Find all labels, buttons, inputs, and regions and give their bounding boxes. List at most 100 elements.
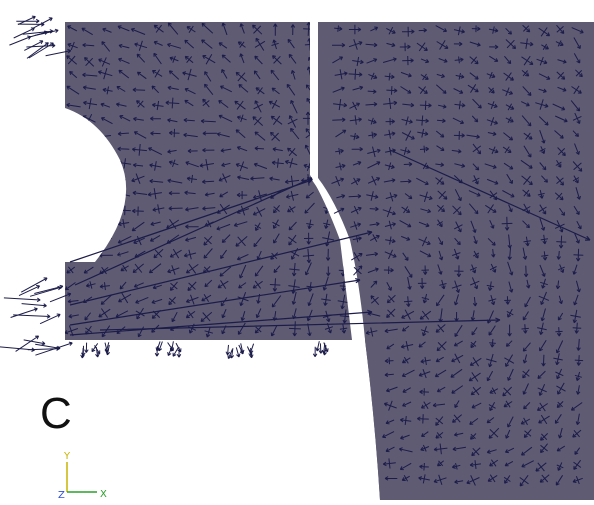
- vector-glyph: [400, 434, 410, 440]
- vector-glyph: [225, 344, 230, 356]
- vector-glyph: [555, 280, 561, 290]
- vector-glyph: [254, 146, 265, 151]
- vector-glyph: [505, 103, 515, 111]
- vector-glyph: [556, 401, 564, 408]
- vector-glyph: [249, 347, 254, 359]
- vector-glyph: [26, 42, 49, 59]
- vector-glyph: [558, 207, 565, 216]
- vector-glyph: [399, 462, 412, 471]
- vector-glyph: [290, 99, 298, 114]
- vector-glyph: [66, 55, 78, 65]
- vector-glyph: [233, 221, 248, 227]
- vector-glyph: [432, 402, 446, 408]
- vector-glyph: [167, 118, 178, 123]
- vector-glyph: [539, 162, 547, 171]
- vector-glyph: [270, 69, 280, 81]
- vector-glyph: [404, 266, 413, 278]
- vector-glyph: [302, 248, 315, 264]
- vector-glyph: [454, 324, 463, 337]
- vector-glyph: [350, 177, 361, 186]
- vector-glyph: [488, 87, 495, 94]
- vector-glyph: [326, 266, 331, 276]
- vector-glyph: [454, 237, 461, 246]
- vector-glyph: [220, 148, 232, 153]
- vector-glyph: [312, 346, 318, 357]
- vector-glyph: [523, 265, 529, 278]
- vector-glyph: [185, 161, 199, 168]
- vector-glyph: [184, 87, 196, 95]
- vector-glyph: [386, 86, 398, 95]
- vector-glyph: [572, 476, 583, 485]
- vector-glyph: [291, 291, 297, 305]
- vector-glyph: [368, 72, 378, 80]
- vector-glyph: [386, 308, 396, 318]
- vector-glyph: [472, 143, 482, 155]
- vector-glyph: [254, 265, 264, 277]
- vector-glyph: [402, 387, 411, 393]
- vector-glyph: [132, 162, 144, 168]
- y-axis-label: Y: [63, 451, 71, 462]
- vector-glyph: [418, 369, 431, 379]
- vector-glyph: [84, 342, 89, 353]
- vector-glyph: [384, 476, 398, 481]
- vector-glyph: [520, 417, 531, 426]
- vector-glyph: [452, 248, 461, 260]
- vector-glyph: [466, 475, 480, 486]
- vector-glyph: [218, 42, 228, 49]
- vector-glyph: [85, 325, 93, 335]
- vector-glyph: [169, 55, 179, 63]
- vector-glyph: [338, 264, 348, 277]
- vector-glyph: [454, 479, 464, 484]
- vector-glyph: [386, 386, 398, 393]
- vector-glyph: [486, 370, 494, 382]
- vector-glyph: [420, 444, 430, 452]
- vector-glyph: [235, 129, 246, 139]
- vector-glyph: [272, 219, 280, 229]
- vector-glyph: [537, 384, 547, 396]
- vector-glyph: [83, 205, 95, 214]
- vector-glyph: [218, 100, 229, 109]
- vector-glyph: [505, 429, 511, 439]
- vector-glyph: [508, 281, 514, 293]
- vector-glyph: [420, 208, 432, 214]
- vector-glyph: [81, 161, 93, 168]
- vector-glyph: [502, 190, 515, 198]
- vector-glyph: [383, 400, 397, 411]
- vector-glyph: [576, 338, 581, 351]
- vector-glyph: [18, 285, 41, 297]
- vector-glyph: [401, 475, 410, 482]
- vector-glyph: [100, 102, 111, 108]
- vector-glyph: [491, 249, 496, 258]
- vector-glyph: [304, 202, 315, 214]
- vector-glyph: [271, 87, 280, 95]
- vector-glyph: [556, 71, 566, 80]
- vector-glyph: [287, 147, 298, 157]
- vector-glyph: [385, 117, 395, 126]
- vector-glyph: [82, 72, 98, 78]
- vector-glyph: [556, 176, 564, 186]
- vector-glyph: [417, 128, 429, 138]
- vector-glyph: [472, 175, 480, 185]
- vector-glyph: [382, 458, 396, 469]
- vector-glyph: [522, 247, 528, 260]
- vector-glyph: [303, 232, 314, 245]
- vector-glyph: [555, 475, 564, 486]
- vector-glyph: [119, 115, 131, 122]
- vector-glyph: [99, 317, 501, 331]
- vector-glyph: [435, 177, 445, 185]
- vector-glyph: [68, 314, 79, 319]
- vector-glyph: [539, 218, 546, 231]
- vector-glyph: [470, 310, 476, 321]
- vector-glyph: [169, 248, 182, 259]
- vector-glyph: [455, 72, 465, 80]
- vector-glyph: [176, 347, 182, 358]
- vector-glyph: [436, 204, 446, 213]
- vector-glyph: [403, 162, 413, 167]
- vector-glyph: [484, 163, 497, 169]
- vector-glyph: [539, 264, 546, 277]
- vector-glyph: [384, 357, 394, 365]
- vector-glyph: [507, 247, 512, 260]
- vector-glyph: [136, 71, 147, 80]
- vector-glyph: [240, 310, 246, 321]
- vector-glyph: [470, 340, 477, 349]
